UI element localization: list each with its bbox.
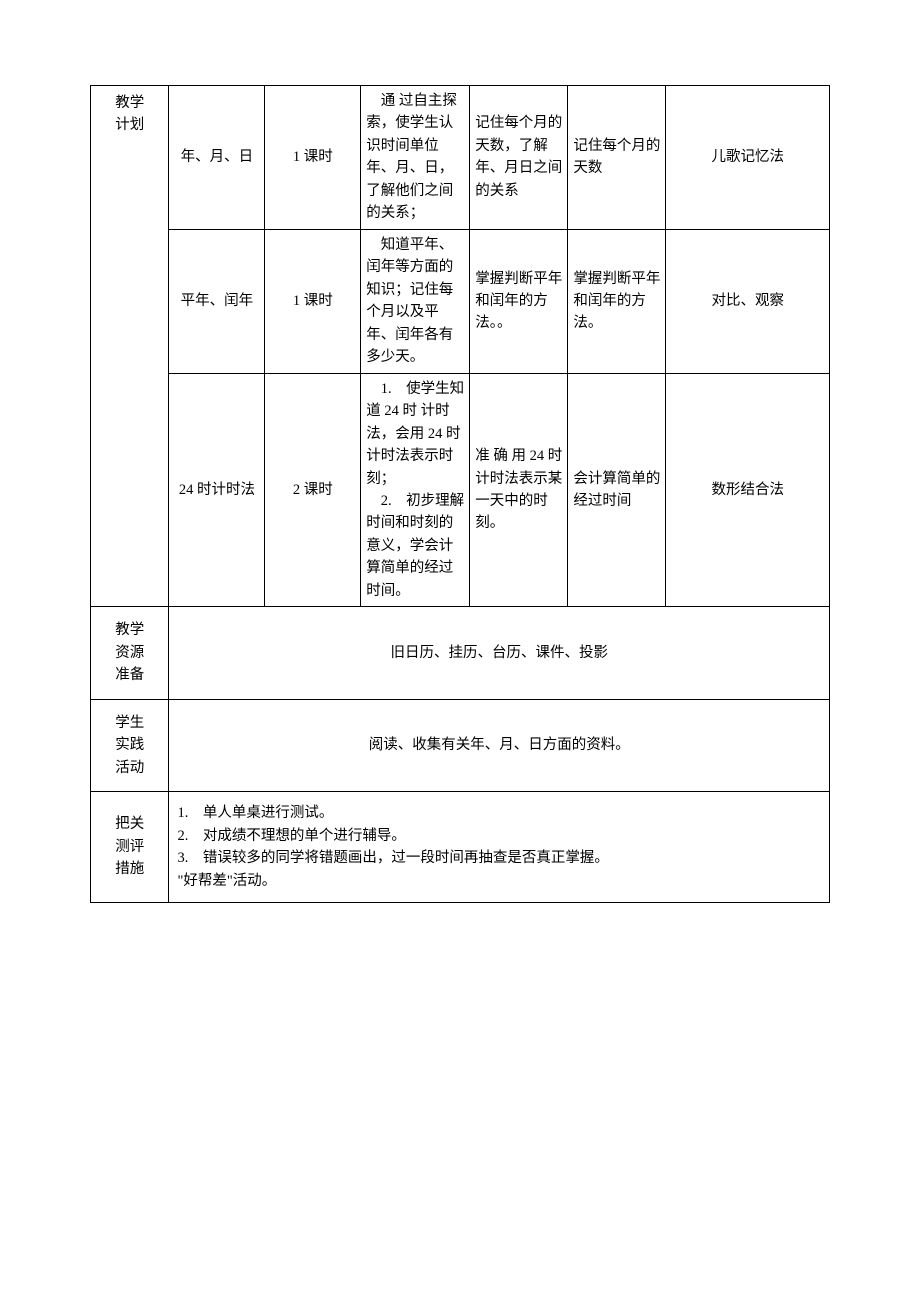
hours-cell: 1 课时	[265, 229, 361, 373]
activities-content: 阅读、收集有关年、月、日方面的资料。	[169, 699, 830, 791]
activities-row: 学生 实践 活动 阅读、收集有关年、月、日方面的资料。	[91, 699, 830, 791]
label-resources: 教学 资源 准备	[91, 607, 169, 699]
plan-row-2: 平年、闰年 1 课时 知道平年、闰年等方面的知识；记住每个月以及平年、闰年各有多…	[91, 229, 830, 373]
method-cell: 数形结合法	[666, 373, 830, 607]
resources-content: 旧日历、挂历、台历、课件、投影	[169, 607, 830, 699]
keypoint-cell: 记住每个月的天数，了解年、月日之间的关系	[470, 86, 568, 230]
assessment-content: 1. 单人单桌进行测试。 2. 对成绩不理想的单个进行辅导。 3. 错误较多的同…	[169, 792, 830, 903]
objective-line-2: 2. 初步理解时间和时刻的意义，学会计算简单的经过时间。	[366, 490, 464, 602]
label-assessment: 把关 测评 措施	[91, 792, 169, 903]
hours-cell: 1 课时	[265, 86, 361, 230]
objective-cell: 1. 使学生知道 24 时 计时法，会用 24 时计时法表示时刻； 2. 初步理…	[361, 373, 470, 607]
hours-cell: 2 课时	[265, 373, 361, 607]
label-teaching-plan: 教学 计划	[91, 86, 169, 607]
difficulty-cell: 记住每个月的天数	[568, 86, 666, 230]
plan-row-1: 教学 计划 年、月、日 1 课时 通 过自主探索，使学生认识时间单位年、月、日，…	[91, 86, 830, 230]
method-cell: 对比、观察	[666, 229, 830, 373]
topic-cell: 年、月、日	[169, 86, 265, 230]
resources-row: 教学 资源 准备 旧日历、挂历、台历、课件、投影	[91, 607, 830, 699]
topic-cell: 24 时计时法	[169, 373, 265, 607]
label-activities: 学生 实践 活动	[91, 699, 169, 791]
keypoint-cell: 掌握判断平年和闰年的方法。。	[470, 229, 568, 373]
objective-line-1: 1. 使学生知道 24 时 计时法，会用 24 时计时法表示时刻；	[366, 378, 464, 490]
keypoint-cell: 准 确 用 24 时 计时法表示某一天中的时刻。	[470, 373, 568, 607]
assessment-item: 3. 错误较多的同学将错题画出，过一段时间再抽查是否真正掌握。	[177, 847, 821, 869]
assessment-item: "好帮差"活动。	[177, 870, 821, 892]
objective-cell: 通 过自主探索，使学生认识时间单位年、月、日，了解他们之间的关系；	[361, 86, 470, 230]
topic-cell: 平年、闰年	[169, 229, 265, 373]
plan-row-3: 24 时计时法 2 课时 1. 使学生知道 24 时 计时法，会用 24 时计时…	[91, 373, 830, 607]
objective-cell: 知道平年、闰年等方面的知识；记住每个月以及平年、闰年各有多少天。	[361, 229, 470, 373]
difficulty-cell: 会计算简单的经过时间	[568, 373, 666, 607]
teaching-plan-table: 教学 计划 年、月、日 1 课时 通 过自主探索，使学生认识时间单位年、月、日，…	[90, 85, 830, 903]
assessment-item: 1. 单人单桌进行测试。	[177, 802, 821, 824]
assessment-item: 2. 对成绩不理想的单个进行辅导。	[177, 825, 821, 847]
method-cell: 儿歌记忆法	[666, 86, 830, 230]
difficulty-cell: 掌握判断平年和闰年的方法。	[568, 229, 666, 373]
assessment-row: 把关 测评 措施 1. 单人单桌进行测试。 2. 对成绩不理想的单个进行辅导。 …	[91, 792, 830, 903]
